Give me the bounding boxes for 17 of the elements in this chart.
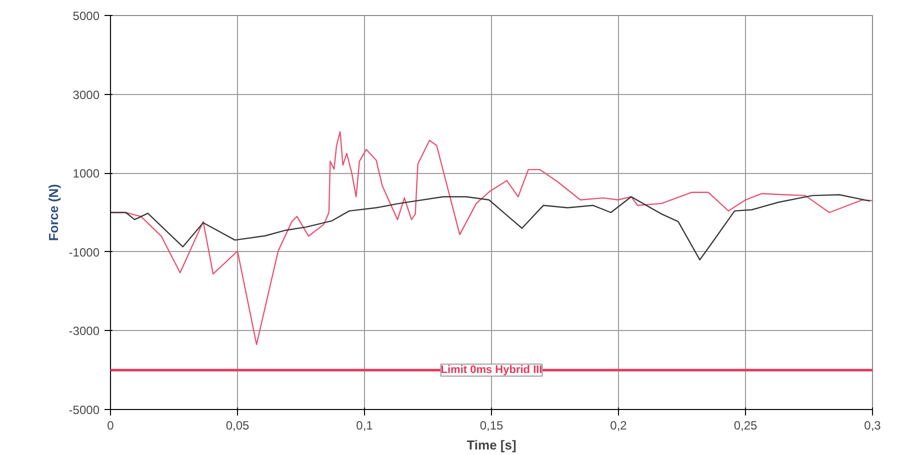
y-tick-label: -1000 bbox=[68, 245, 100, 260]
x-tick-label: 0,25 bbox=[734, 418, 758, 432]
x-tick-label: 0,15 bbox=[480, 418, 504, 432]
line-series bbox=[110, 194, 871, 260]
x-tick-label: 0,3 bbox=[864, 418, 882, 432]
y-tick-label: -5000 bbox=[68, 403, 100, 417]
y-tick-label: 3000 bbox=[72, 88, 100, 102]
x-tick-label: 0 bbox=[107, 418, 114, 432]
y-axis-title: Force (N) bbox=[46, 184, 61, 242]
x-tick-label: 0,2 bbox=[610, 418, 628, 432]
y-tick-label: 1000 bbox=[72, 166, 100, 181]
x-tick-label: 0,1 bbox=[356, 418, 374, 432]
y-tick-label: -3000 bbox=[68, 324, 100, 338]
ref-line-label: Limit 0ms Hybrid III bbox=[440, 364, 542, 376]
x-tick-label: 0,05 bbox=[226, 418, 250, 432]
x-axis-title: Time [s] bbox=[466, 438, 516, 452]
y-tick-label: 5000 bbox=[72, 9, 100, 23]
